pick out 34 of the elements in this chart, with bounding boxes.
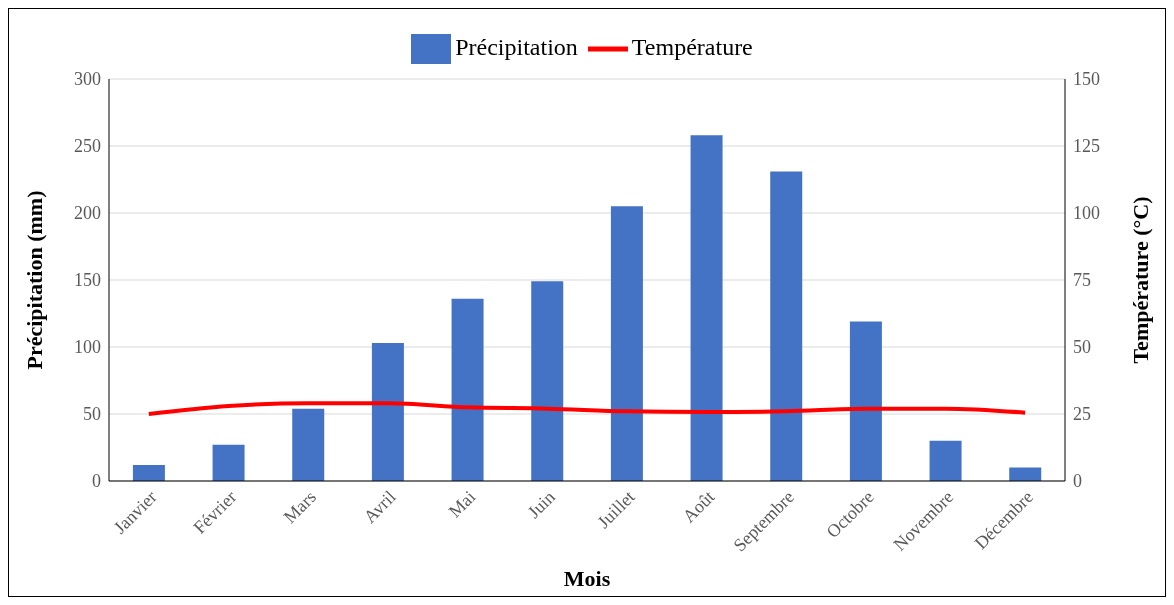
bar: [132, 464, 165, 481]
y-tick-label: 150: [74, 270, 101, 291]
y2-tick-label: 50: [1073, 337, 1091, 358]
bar: [849, 321, 882, 481]
bar: [531, 281, 564, 481]
bar: [610, 206, 643, 481]
y2-tick-label: 0: [1073, 471, 1082, 492]
line-series: [146, 401, 1028, 416]
y-tick-label: 250: [74, 136, 101, 157]
y-tick-label: 0: [92, 471, 101, 492]
legend-label: Température: [631, 33, 753, 60]
y2-axis-title: Température (°C): [1127, 196, 1153, 364]
y-tick-label: 200: [74, 203, 101, 224]
bar: [690, 135, 723, 481]
bar: [770, 171, 803, 481]
y2-tick-label: 75: [1073, 270, 1091, 291]
bar: [1009, 467, 1042, 481]
y2-tick-label: 125: [1073, 136, 1100, 157]
y-tick-label: 50: [83, 404, 101, 425]
bar: [292, 408, 325, 481]
x-tick-label: Mai: [444, 486, 480, 522]
bar: [451, 298, 484, 481]
y-tick-label: 100: [74, 337, 101, 358]
y2-tick-label: 100: [1073, 203, 1100, 224]
x-axis-title: Mois: [563, 566, 611, 591]
y-tick-label: 300: [74, 69, 101, 90]
x-tick-label: Juin: [523, 486, 560, 523]
y-axis-title: Précipitation (mm): [21, 190, 47, 370]
bar: [929, 440, 962, 481]
bar: [212, 444, 245, 481]
y2-tick-label: 150: [1073, 69, 1100, 90]
y2-tick-label: 25: [1073, 404, 1091, 425]
legend-label: Précipitation: [455, 33, 578, 60]
bar: [371, 342, 404, 481]
